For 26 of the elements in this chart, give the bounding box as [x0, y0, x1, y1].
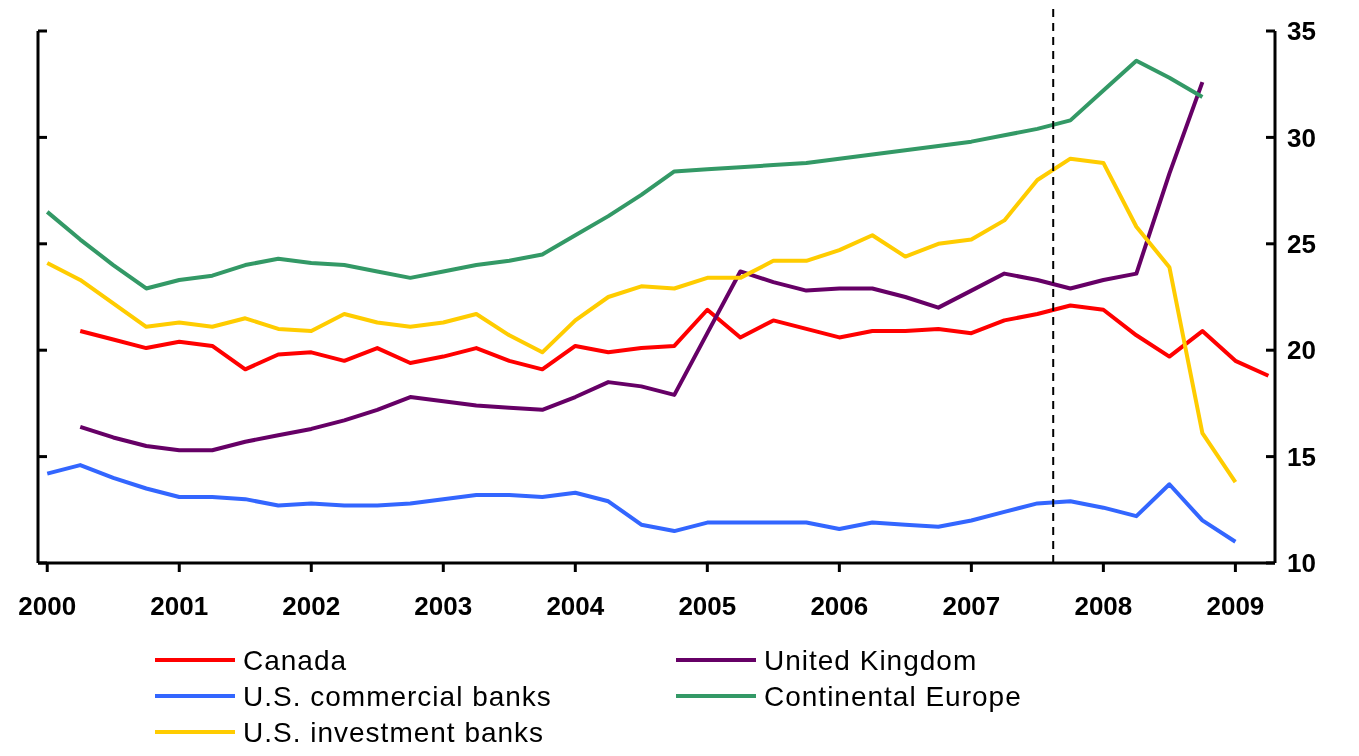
y-tick-label: 15	[1287, 441, 1316, 472]
y-tick-label: 10	[1287, 548, 1316, 579]
x-tick-label: 2004	[546, 591, 605, 621]
legend-label: U.S. investment banks	[243, 716, 545, 748]
x-tick-label: 2000	[18, 591, 77, 621]
x-tick-label: 2002	[282, 591, 341, 621]
y-tick-label: 25	[1287, 228, 1316, 259]
y-tick-label: 20	[1287, 335, 1316, 366]
line-series	[45, 156, 1238, 485]
y-tick-label: 35	[1287, 16, 1316, 47]
x-tick-label: 2006	[810, 591, 869, 621]
line-series	[45, 463, 1238, 544]
legend-label: United Kingdom	[764, 644, 978, 676]
x-tick-label: 2009	[1206, 591, 1265, 621]
x-tick-label: 2007	[942, 591, 1001, 621]
x-tick-label: 2003	[414, 591, 473, 621]
legend-label: Canada	[243, 644, 348, 676]
line-series	[78, 303, 1271, 378]
legend-label: U.S. commercial banks	[243, 680, 552, 712]
y-tick-label: 30	[1287, 122, 1316, 153]
x-tick-label: 2001	[150, 591, 209, 621]
x-tick-label: 2005	[678, 591, 737, 621]
line-series	[45, 58, 1205, 291]
legend-label: Continental Europe	[764, 680, 1022, 712]
line-series	[78, 80, 1205, 453]
x-tick-label: 2008	[1074, 591, 1133, 621]
